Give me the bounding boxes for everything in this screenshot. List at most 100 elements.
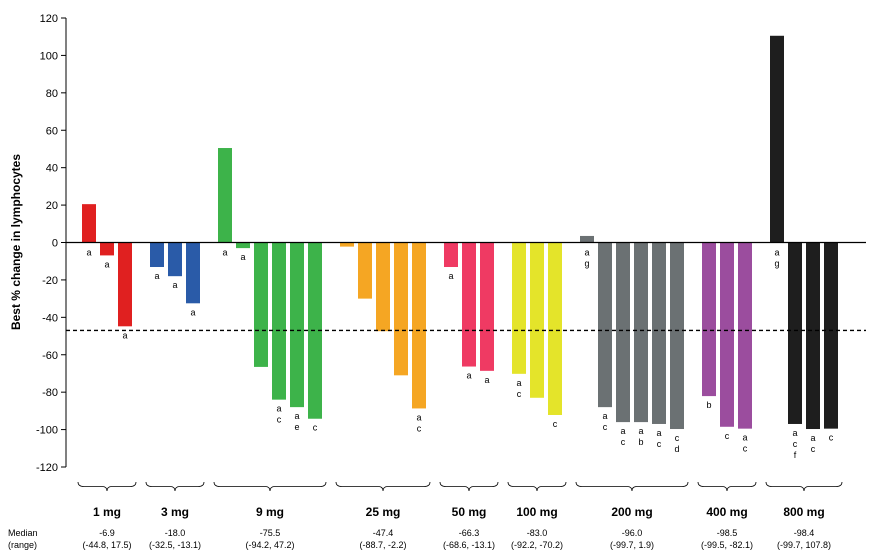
group-range: (-99.7, 107.8) xyxy=(777,540,831,550)
bar-footnote: a xyxy=(792,428,797,438)
group-range: (-94.2, 47.2) xyxy=(245,540,294,550)
group-range: (-99.5, -82.1) xyxy=(701,540,753,550)
group-median: -98.4 xyxy=(794,528,815,538)
group-median: -18.0 xyxy=(165,528,186,538)
y-tick-label: 0 xyxy=(52,238,58,250)
bar-footnote: c xyxy=(553,419,558,429)
group-brace xyxy=(765,481,843,492)
bar-footnote: a xyxy=(774,248,779,258)
dose-label: 800 mg xyxy=(783,505,824,519)
bar-footnote: a xyxy=(276,404,281,414)
bar xyxy=(150,242,164,268)
bar xyxy=(236,242,250,249)
bar-footnote: g xyxy=(774,259,779,269)
y-tick-label: -40 xyxy=(42,312,58,324)
bar xyxy=(770,35,784,243)
bar-footnote: c xyxy=(417,423,422,433)
group-brace xyxy=(575,481,689,492)
group-median: -6.9 xyxy=(99,528,115,538)
bar xyxy=(548,242,562,415)
bar xyxy=(738,242,752,429)
bar xyxy=(272,242,286,400)
bar xyxy=(358,242,372,299)
bar-footnote: c xyxy=(811,444,816,454)
bar xyxy=(118,242,132,327)
bar xyxy=(100,242,114,256)
bar-footnote: c xyxy=(743,444,748,454)
bar-footnote: c xyxy=(725,431,730,441)
bar xyxy=(254,242,268,367)
group-range: (-44.8, 17.5) xyxy=(82,540,131,550)
bar xyxy=(394,242,408,376)
y-tick-label: -20 xyxy=(42,275,58,287)
group-median: -96.0 xyxy=(622,528,643,538)
group-range: (-99.7, 1.9) xyxy=(610,540,654,550)
dose-label: 50 mg xyxy=(452,505,487,519)
bar xyxy=(598,242,612,408)
dose-label: 400 mg xyxy=(706,505,747,519)
bar-footnote: e xyxy=(294,422,299,432)
bar-footnote: a xyxy=(656,428,661,438)
group-range: (-68.6, -13.1) xyxy=(443,540,495,550)
bar xyxy=(480,242,494,371)
bar xyxy=(788,242,802,424)
bar-footnote: a xyxy=(742,433,747,443)
bar-footnote: a xyxy=(190,307,195,317)
bar xyxy=(340,242,354,247)
y-tick-label: -60 xyxy=(42,350,58,362)
y-tick-label: 120 xyxy=(40,13,58,25)
group-range: (-32.5, -13.1) xyxy=(149,540,201,550)
bar-footnote: c xyxy=(793,439,798,449)
bar xyxy=(462,242,476,367)
bar-footnote: f xyxy=(794,450,797,460)
bar xyxy=(376,242,390,332)
y-tick-label: 100 xyxy=(40,50,58,62)
dose-group-braces xyxy=(77,481,843,492)
bar-footnote: a xyxy=(416,412,421,422)
bar-footnote: a xyxy=(466,371,471,381)
bar xyxy=(82,204,96,243)
bar-footnote: a xyxy=(584,248,589,258)
bar xyxy=(218,148,232,243)
bar-footnote: a xyxy=(448,271,453,281)
bar xyxy=(186,242,200,304)
bar xyxy=(168,242,182,277)
group-range: (-92.2, -70.2) xyxy=(511,540,563,550)
dose-label: 100 mg xyxy=(516,505,557,519)
median-row-label: Median xyxy=(8,528,38,538)
bar xyxy=(720,242,734,427)
dose-label: 9 mg xyxy=(256,505,284,519)
bar-footnote: c xyxy=(603,422,608,432)
bars-layer xyxy=(82,35,838,430)
bar-footnote: a xyxy=(104,259,109,269)
bar xyxy=(634,242,648,423)
group-brace xyxy=(213,481,327,492)
bar-footnote: a xyxy=(222,248,227,258)
y-tick-label: 80 xyxy=(46,88,58,100)
bar-footnote: a xyxy=(516,378,521,388)
bar-footnote: d xyxy=(674,444,679,454)
y-tick-label: -120 xyxy=(36,462,58,474)
bar-footnote: a xyxy=(620,426,625,436)
bar-footnote: c xyxy=(517,389,522,399)
group-range: (-88.7, -2.2) xyxy=(359,540,406,550)
bar-footnote: c xyxy=(313,423,318,433)
bar-footnote: a xyxy=(602,411,607,421)
bar-footnote: c xyxy=(675,433,680,443)
group-brace xyxy=(335,481,431,492)
group-median: -83.0 xyxy=(527,528,548,538)
group-median: -47.4 xyxy=(373,528,394,538)
group-brace xyxy=(697,481,757,492)
bar-footnote: a xyxy=(154,271,159,281)
group-brace xyxy=(439,481,499,492)
group-brace xyxy=(77,481,137,492)
bar-footnote: a xyxy=(294,411,299,421)
range-row-label: (range) xyxy=(8,540,37,550)
bar xyxy=(652,242,666,424)
bar xyxy=(412,242,426,409)
bar-footnote: c xyxy=(277,415,282,425)
bar xyxy=(444,242,458,268)
bar-footnote: a xyxy=(172,280,177,290)
bar xyxy=(580,235,594,243)
